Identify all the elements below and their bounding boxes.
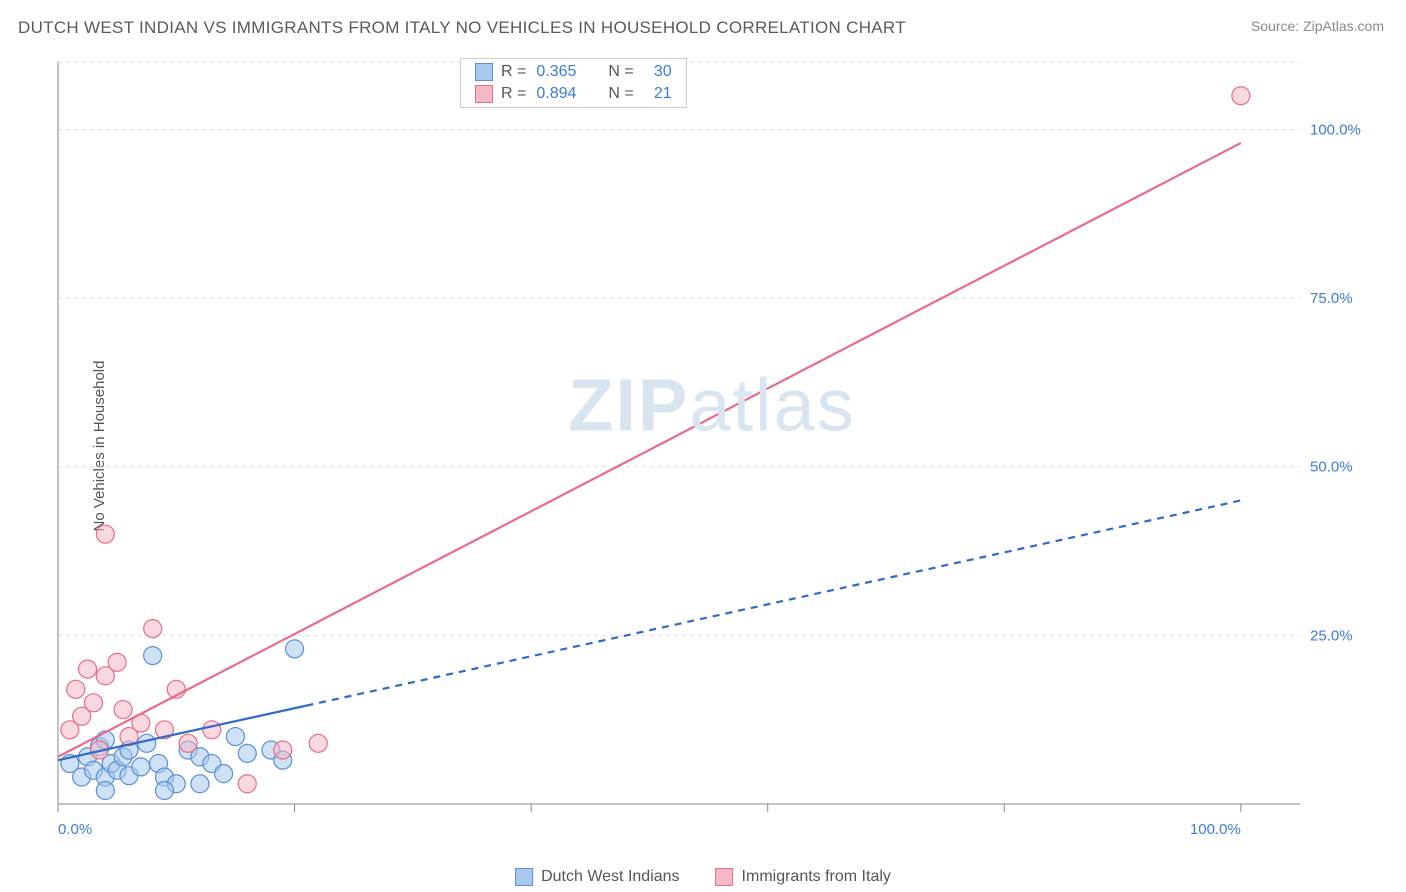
svg-text:25.0%: 25.0% [1310, 627, 1353, 644]
swatch-bottom-2 [716, 868, 734, 886]
svg-text:100.0%: 100.0% [1310, 121, 1361, 138]
r-label: R = [501, 63, 526, 81]
legend-series: Dutch West Indians Immigrants from Italy [515, 868, 891, 886]
svg-text:0.0%: 0.0% [58, 821, 92, 838]
swatch-series-2 [475, 85, 493, 103]
r-value-2: 0.894 [536, 85, 588, 103]
chart-container: DUTCH WEST INDIAN VS IMMIGRANTS FROM ITA… [0, 0, 1406, 892]
legend-item-2: Immigrants from Italy [716, 868, 891, 886]
svg-text:100.0%: 100.0% [1190, 821, 1241, 838]
r-value-1: 0.365 [536, 63, 588, 81]
legend-row-series-1: R = 0.365 N = 30 [461, 61, 686, 83]
chart-title: DUTCH WEST INDIAN VS IMMIGRANTS FROM ITA… [18, 18, 906, 38]
legend-label-1: Dutch West Indians [541, 868, 679, 886]
plot-area: 0.0%100.0%25.0%50.0%75.0%100.0% ZIPatlas [52, 58, 1372, 846]
n-label: N = [608, 63, 633, 81]
svg-text:50.0%: 50.0% [1310, 459, 1353, 476]
legend-item-1: Dutch West Indians [515, 868, 679, 886]
chart-svg: 0.0% 100.0% 25.0% 50.0% 75.0% 100.0% [52, 58, 1372, 846]
r-label: R = [501, 85, 526, 103]
legend-label-2: Immigrants from Italy [742, 868, 891, 886]
swatch-series-1 [475, 63, 493, 81]
legend-row-series-2: R = 0.894 N = 21 [461, 83, 686, 105]
source-label: Source: ZipAtlas.com [1251, 18, 1384, 34]
swatch-bottom-1 [515, 868, 533, 886]
legend-correlation: R = 0.365 N = 30 R = 0.894 N = 21 [460, 58, 687, 108]
n-label: N = [608, 85, 633, 103]
n-value-2: 21 [644, 85, 672, 103]
svg-text:75.0%: 75.0% [1310, 290, 1353, 307]
n-value-1: 30 [644, 63, 672, 81]
